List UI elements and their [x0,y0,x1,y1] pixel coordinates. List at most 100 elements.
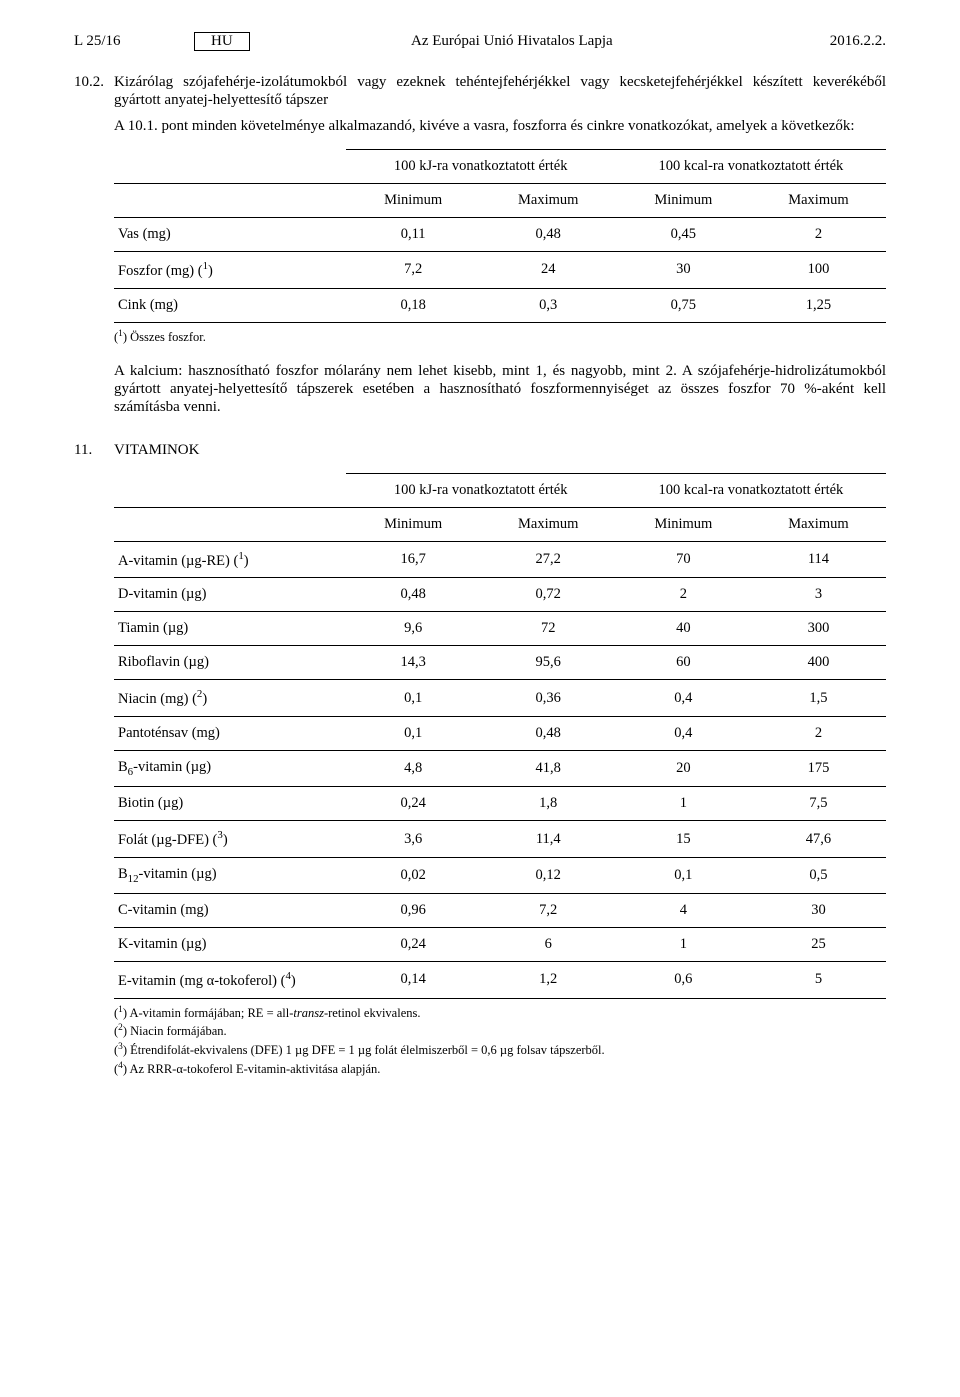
cell: 114 [751,541,886,578]
table-2-footnotes: (1) A-vitamin formájában; RE = all-trans… [114,1005,886,1078]
cell: 0,48 [346,578,481,612]
cell: 25 [751,927,886,961]
table-corner [114,507,346,541]
footnote: (1) A-vitamin formájában; RE = all-trans… [114,1005,886,1022]
row-label: A-vitamin (µg-RE) (1) [114,541,346,578]
cell: 0,5 [751,857,886,893]
cell: 0,1 [346,680,481,717]
cell: 1,25 [751,288,886,322]
cell: 100 [751,252,886,289]
col-max: Maximum [481,507,616,541]
section-number: 11. [74,442,114,459]
table-row: C-vitamin (mg)0,967,2430 [114,893,886,927]
cell: 9,6 [346,612,481,646]
section-10-2: 10.2. Kizárólag szójafehérje-izolátumokb… [74,73,886,109]
table-row: Biotin (µg)0,241,817,5 [114,787,886,821]
row-label: Tiamin (µg) [114,612,346,646]
row-label: Pantoténsav (mg) [114,717,346,751]
cell: 0,75 [616,288,751,322]
cell: 0,48 [481,717,616,751]
col-group-kcal: 100 kcal-ra vonatkoztatott érték [616,473,886,507]
table-row: Tiamin (µg)9,67240300 [114,612,886,646]
table-row: Cink (mg)0,180,30,751,25 [114,288,886,322]
header-right: 2016.2.2. [766,33,886,50]
cell: 0,11 [346,218,481,252]
cell: 72 [481,612,616,646]
section-title-text: VITAMINOK [114,442,886,459]
col-max: Maximum [751,507,886,541]
col-group-kj: 100 kJ-ra vonatkoztatott érték [346,473,616,507]
cell: 3,6 [346,821,481,858]
cell: 0,14 [346,961,481,998]
cell: 1 [616,787,751,821]
cell: 0,48 [481,218,616,252]
header-center: Az Európai Unió Hivatalos Lapja [258,33,766,50]
cell: 400 [751,646,886,680]
cell: 2 [751,717,886,751]
cell: 6 [481,927,616,961]
table-row: D-vitamin (µg)0,480,7223 [114,578,886,612]
table-corner [114,473,346,507]
col-max: Maximum [481,184,616,218]
cell: 1 [616,927,751,961]
cell: 7,2 [346,252,481,289]
cell: 0,12 [481,857,616,893]
table-1-body: Vas (mg)0,110,480,452Foszfor (mg) (1)7,2… [114,218,886,323]
table-1-wrapper: 100 kJ-ra vonatkoztatott érték 100 kcal-… [114,149,886,346]
col-max: Maximum [751,184,886,218]
col-min: Minimum [346,507,481,541]
cell: 0,96 [346,893,481,927]
cell: 30 [751,893,886,927]
cell: 7,5 [751,787,886,821]
cell: 41,8 [481,751,616,787]
cell: 5 [751,961,886,998]
table-row: B12-vitamin (µg)0,020,120,10,5 [114,857,886,893]
cell: 4 [616,893,751,927]
cell: 40 [616,612,751,646]
table-1-footnote: (1) Összes foszfor. [114,329,886,346]
section-number: 10.2. [74,73,114,109]
cell: 47,6 [751,821,886,858]
table-row: Niacin (mg) (2)0,10,360,41,5 [114,680,886,717]
cell: 24 [481,252,616,289]
table-row: Riboflavin (µg)14,395,660400 [114,646,886,680]
table-row: Vas (mg)0,110,480,452 [114,218,886,252]
footnote: (4) Az RRR-α-tokoferol E-vitamin-aktivit… [114,1061,886,1078]
cell: 0,45 [616,218,751,252]
cell: 0,4 [616,717,751,751]
cell: 14,3 [346,646,481,680]
table-row: A-vitamin (µg-RE) (1)16,727,270114 [114,541,886,578]
cell: 0,6 [616,961,751,998]
row-label: B6-vitamin (µg) [114,751,346,787]
page-header: L 25/16 HU Az Európai Unió Hivatalos Lap… [74,32,886,51]
header-left: L 25/16 [74,33,194,50]
page: L 25/16 HU Az Európai Unió Hivatalos Lap… [0,0,960,1134]
table-row: Folát (µg-DFE) (3)3,611,41547,6 [114,821,886,858]
header-lang: HU [194,32,250,51]
section-text: Kizárólag szójafehérje-izolátumokból vag… [114,73,886,109]
cell: 0,18 [346,288,481,322]
cell: 1,8 [481,787,616,821]
cell: 15 [616,821,751,858]
cell: 300 [751,612,886,646]
cell: 11,4 [481,821,616,858]
table-row: B6-vitamin (µg)4,841,820175 [114,751,886,787]
cell: 27,2 [481,541,616,578]
minerals-table: 100 kJ-ra vonatkoztatott érték 100 kcal-… [114,149,886,323]
cell: 16,7 [346,541,481,578]
table-2-wrapper: 100 kJ-ra vonatkoztatott érték 100 kcal-… [114,473,886,1078]
row-label: K-vitamin (µg) [114,927,346,961]
cell: 0,1 [346,717,481,751]
cell: 0,24 [346,927,481,961]
row-label: Biotin (µg) [114,787,346,821]
col-min: Minimum [346,184,481,218]
row-label: Cink (mg) [114,288,346,322]
cell: 0,36 [481,680,616,717]
cell: 175 [751,751,886,787]
footnote: (3) Étrendifolát-ekvivalens (DFE) 1 µg D… [114,1042,886,1059]
row-label: E-vitamin (mg α-tokoferol) (4) [114,961,346,998]
cell: 0,02 [346,857,481,893]
cell: 3 [751,578,886,612]
table-row: Pantoténsav (mg)0,10,480,42 [114,717,886,751]
table-corner [114,184,346,218]
